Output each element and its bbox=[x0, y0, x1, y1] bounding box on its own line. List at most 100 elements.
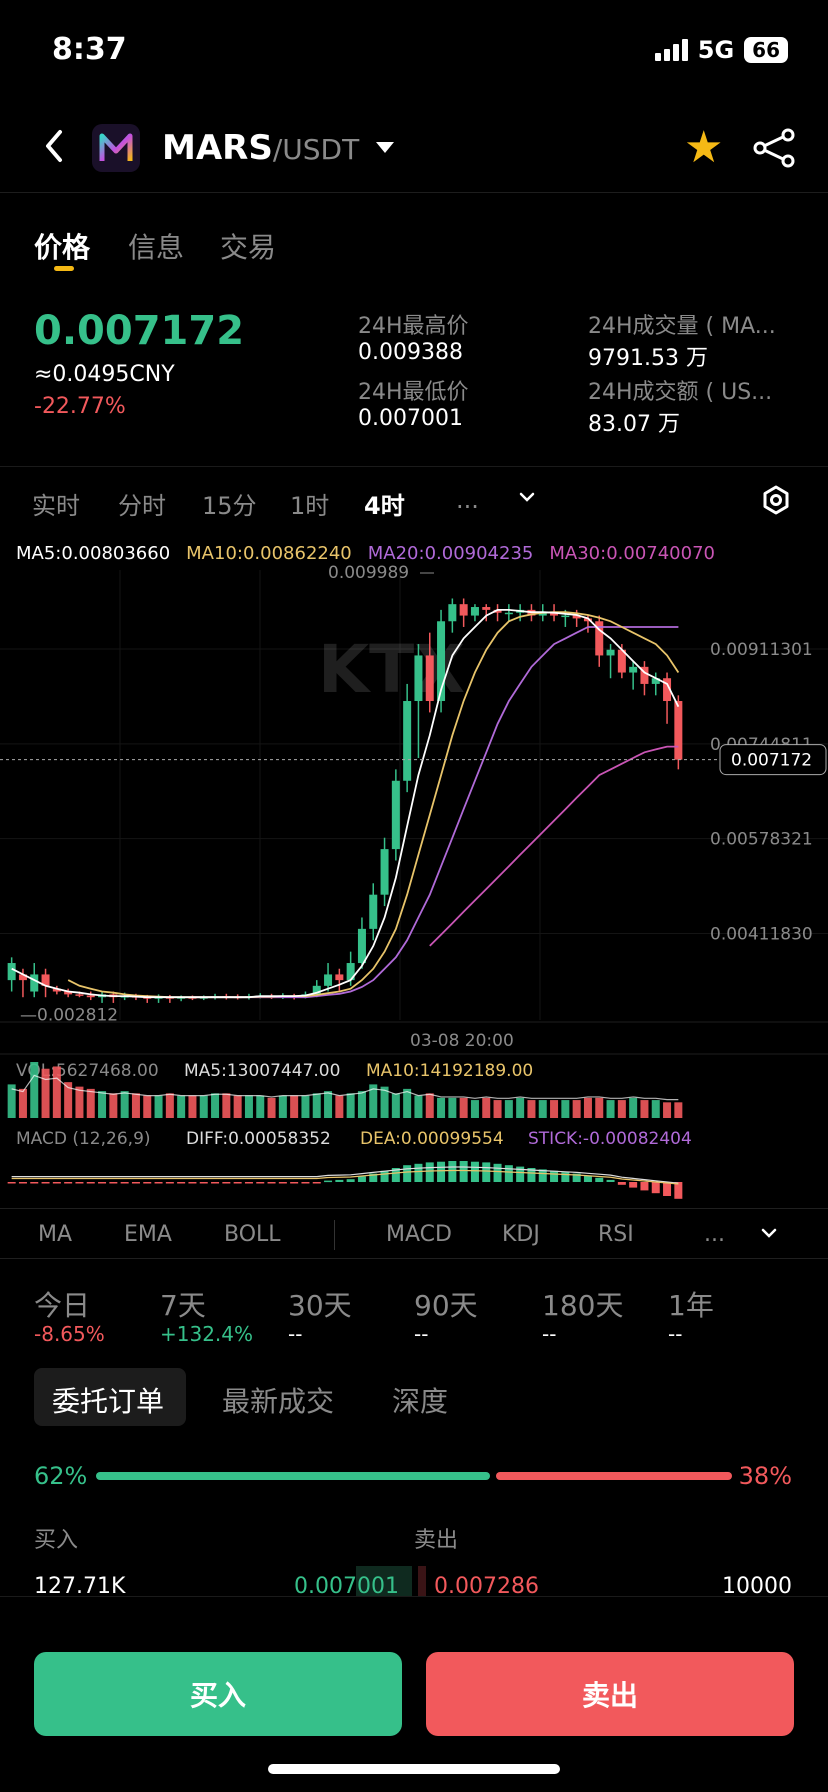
macd-bar bbox=[290, 1182, 299, 1184]
trading-pair[interactable]: MARS/USDT bbox=[162, 128, 359, 168]
volume-bar bbox=[572, 1100, 581, 1118]
macd-bar bbox=[256, 1182, 265, 1184]
macd-bar bbox=[425, 1162, 434, 1182]
high-marker: 0.009989 bbox=[328, 563, 409, 583]
candle bbox=[52, 988, 61, 992]
macd-bar bbox=[493, 1163, 502, 1182]
period-today[interactable]: 今日 bbox=[34, 1289, 91, 1322]
ind-more[interactable]: ... bbox=[704, 1222, 725, 1247]
tab-info[interactable]: 信息 bbox=[128, 231, 185, 264]
tab-latest-trades[interactable]: 最新成交 bbox=[222, 1385, 335, 1418]
vol-ma5-line bbox=[11, 1074, 679, 1101]
volume-bar bbox=[391, 1093, 400, 1118]
tab-depth[interactable]: 深度 bbox=[392, 1385, 449, 1418]
volume-bar bbox=[86, 1088, 95, 1118]
ind-kdj[interactable]: KDJ bbox=[502, 1222, 540, 1247]
vol-label: VOL:5627468.00 bbox=[16, 1061, 159, 1081]
volume-bar bbox=[380, 1086, 389, 1118]
share-icon[interactable] bbox=[752, 128, 796, 168]
price-tag-label: 0.007172 bbox=[731, 751, 812, 771]
volume-bar bbox=[346, 1093, 355, 1118]
back-icon[interactable] bbox=[40, 126, 70, 166]
volume-bar bbox=[41, 1068, 50, 1118]
macd-bar bbox=[154, 1182, 163, 1184]
ind-ema[interactable]: EMA bbox=[124, 1222, 172, 1247]
volume-bar bbox=[109, 1093, 118, 1118]
favorite-star-icon[interactable]: ★ bbox=[684, 122, 724, 173]
tab-price[interactable]: 价格 bbox=[34, 231, 91, 264]
macd-bar bbox=[120, 1182, 129, 1184]
candle bbox=[425, 655, 434, 702]
volume-bar bbox=[493, 1100, 502, 1118]
macd-bar bbox=[41, 1182, 50, 1184]
tf-realtime[interactable]: 实时 bbox=[32, 492, 80, 520]
macd-bar bbox=[143, 1182, 152, 1184]
volume-bar bbox=[357, 1091, 366, 1118]
amount-label: 24H成交额 ( US... bbox=[588, 380, 773, 405]
sell-button[interactable]: 卖出 bbox=[426, 1652, 794, 1736]
ind-rsi[interactable]: RSI bbox=[598, 1222, 634, 1247]
macd-bars bbox=[7, 1161, 683, 1199]
tab-orders[interactable]: 委托订单 bbox=[52, 1385, 165, 1418]
buy-ratio-bar bbox=[96, 1472, 490, 1480]
candle bbox=[663, 678, 672, 702]
macd-bar bbox=[7, 1182, 16, 1184]
candle bbox=[617, 649, 626, 673]
ind-boll[interactable]: BOLL bbox=[224, 1222, 281, 1247]
period-7d[interactable]: 7天 bbox=[160, 1289, 206, 1322]
volume-bar bbox=[538, 1100, 547, 1118]
chevron-down-icon[interactable] bbox=[518, 488, 536, 506]
volume-bar bbox=[437, 1097, 446, 1118]
macd-bar bbox=[414, 1163, 423, 1182]
chart-settings-icon[interactable] bbox=[760, 484, 792, 516]
y-tick-label: 0.00578321 bbox=[710, 830, 813, 850]
period-30d[interactable]: 30天 bbox=[288, 1289, 352, 1322]
ma10-legend: MA10:0.00862240 bbox=[186, 543, 352, 564]
orderbook-tab-highlight bbox=[34, 1368, 186, 1426]
ind-macd[interactable]: MACD bbox=[386, 1222, 452, 1247]
volume-bar bbox=[674, 1102, 683, 1118]
candle bbox=[640, 666, 649, 684]
period-90d[interactable]: 90天 bbox=[414, 1289, 478, 1322]
macd-bar bbox=[301, 1182, 310, 1184]
candle bbox=[550, 612, 559, 616]
ma5-line bbox=[11, 609, 680, 999]
buy-button[interactable]: 买入 bbox=[34, 1652, 402, 1736]
tf-more[interactable]: ... bbox=[456, 486, 479, 514]
candle bbox=[482, 607, 491, 610]
tf-minute[interactable]: 分时 bbox=[118, 492, 166, 520]
mars-logo-icon bbox=[99, 133, 133, 161]
volume-bar bbox=[188, 1095, 197, 1118]
candlestick-chart[interactable]: KTX 0.009113010.007448110.005783210.0041… bbox=[0, 560, 828, 1220]
volume-bar bbox=[324, 1091, 333, 1118]
macd-bar bbox=[199, 1182, 208, 1184]
tf-1h[interactable]: 1时 bbox=[290, 492, 330, 520]
ma30-legend: MA30:0.00740070 bbox=[549, 543, 715, 564]
volume-bar bbox=[504, 1100, 513, 1118]
low-label: 24H最低价 bbox=[358, 380, 469, 405]
ind-ma[interactable]: MA bbox=[38, 1222, 73, 1247]
pair-dropdown-icon[interactable] bbox=[376, 142, 394, 153]
volume-bar bbox=[640, 1100, 649, 1118]
candle bbox=[391, 780, 400, 850]
tf-4h[interactable]: 4时 bbox=[364, 492, 405, 520]
macd-bar bbox=[651, 1182, 660, 1194]
volume-bar bbox=[414, 1095, 423, 1118]
indicator-chevron-icon[interactable] bbox=[760, 1224, 778, 1242]
tf-15m[interactable]: 15分 bbox=[202, 492, 257, 520]
volume-bar bbox=[30, 1062, 39, 1118]
vol-ma5: MA5:13007447.00 bbox=[184, 1061, 340, 1081]
volume-bar bbox=[267, 1097, 276, 1118]
period-180d[interactable]: 180天 bbox=[542, 1289, 624, 1322]
coin-logo bbox=[92, 124, 140, 172]
period-1y[interactable]: 1年 bbox=[668, 1289, 714, 1322]
candle bbox=[41, 974, 50, 986]
candle bbox=[75, 994, 84, 996]
candle bbox=[7, 963, 16, 981]
macd-bar bbox=[369, 1173, 378, 1182]
y-tick-label: 0.00411830 bbox=[710, 925, 813, 945]
tab-trade[interactable]: 交易 bbox=[220, 231, 277, 264]
volume-bar bbox=[482, 1097, 491, 1118]
macd-bar bbox=[244, 1182, 253, 1184]
indicator-divider-top bbox=[0, 1208, 828, 1209]
